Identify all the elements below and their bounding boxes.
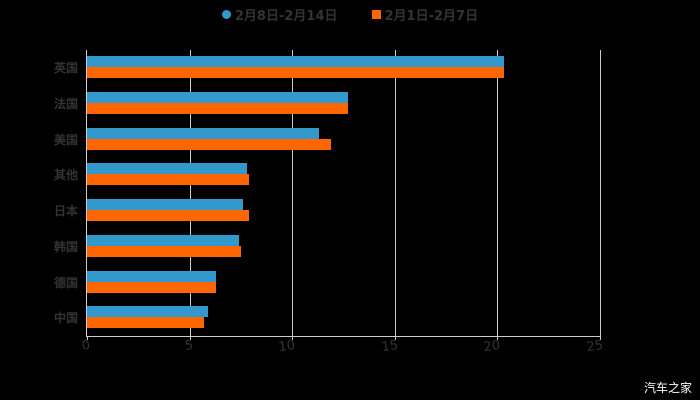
category-label: 美国 (53, 132, 78, 147)
grid-line (394, 50, 396, 336)
bar-series-1[interactable] (87, 234, 239, 246)
x-tick (497, 336, 499, 340)
x-tick-label: 15 (380, 338, 399, 356)
legend-circle-icon (221, 9, 231, 19)
category-label: 日本 (53, 204, 78, 218)
category-label: 中国 (53, 311, 78, 326)
x-tick-label: 10 (277, 338, 297, 356)
bar-series-2[interactable] (87, 210, 250, 221)
grid-line (292, 50, 294, 336)
legend-label: 2月8日-2月14日 (234, 8, 338, 24)
x-tick (189, 336, 191, 340)
category-label: 其他 (53, 168, 78, 183)
legend-item-series-1[interactable]: 2月8日-2月14日 (221, 4, 338, 24)
bar-series-2[interactable] (87, 245, 241, 257)
plot-area (87, 50, 601, 336)
bar-series-2[interactable] (87, 281, 217, 293)
y-axis-line (86, 50, 87, 337)
grid-line (600, 50, 601, 336)
category-label: 英国 (53, 61, 78, 75)
grid-line (189, 50, 191, 336)
x-axis-line (86, 336, 601, 337)
x-tick (87, 336, 88, 340)
bar-series-1[interactable] (87, 56, 504, 67)
x-tick (394, 336, 396, 340)
x-tick-label: 20 (483, 338, 502, 356)
x-tick-label: 25 (585, 338, 605, 356)
x-tick (600, 336, 601, 340)
bar-series-2[interactable] (87, 317, 204, 329)
x-tick-label: 0 (80, 338, 92, 355)
category-label: 德国 (53, 275, 78, 290)
bar-series-1[interactable] (87, 306, 209, 318)
x-tick (292, 336, 294, 340)
watermark: 汽车之家 (643, 381, 692, 395)
bar-series-1[interactable] (87, 91, 348, 103)
bar-series-2[interactable] (87, 67, 504, 78)
grid-line (497, 50, 499, 336)
legend-label: 2月1日-2月7日 (384, 8, 479, 24)
bar-series-1[interactable] (87, 163, 248, 175)
legend-item-series-2[interactable]: 2月1日-2月7日 (371, 4, 479, 24)
bar-series-2[interactable] (87, 138, 332, 150)
category-label: 法国 (53, 96, 78, 111)
bar-series-1[interactable] (87, 127, 319, 139)
bar-series-1[interactable] (87, 199, 243, 210)
category-label: 韩国 (53, 239, 78, 254)
bar-series-2[interactable] (87, 102, 348, 114)
chart-legend: 2月8日-2月14日 2月1日-2月7日 (0, 4, 700, 24)
x-tick-label: 5 (183, 338, 194, 355)
bar-series-1[interactable] (87, 270, 217, 282)
bar-series-2[interactable] (87, 174, 250, 186)
legend-square-icon (371, 9, 381, 19)
